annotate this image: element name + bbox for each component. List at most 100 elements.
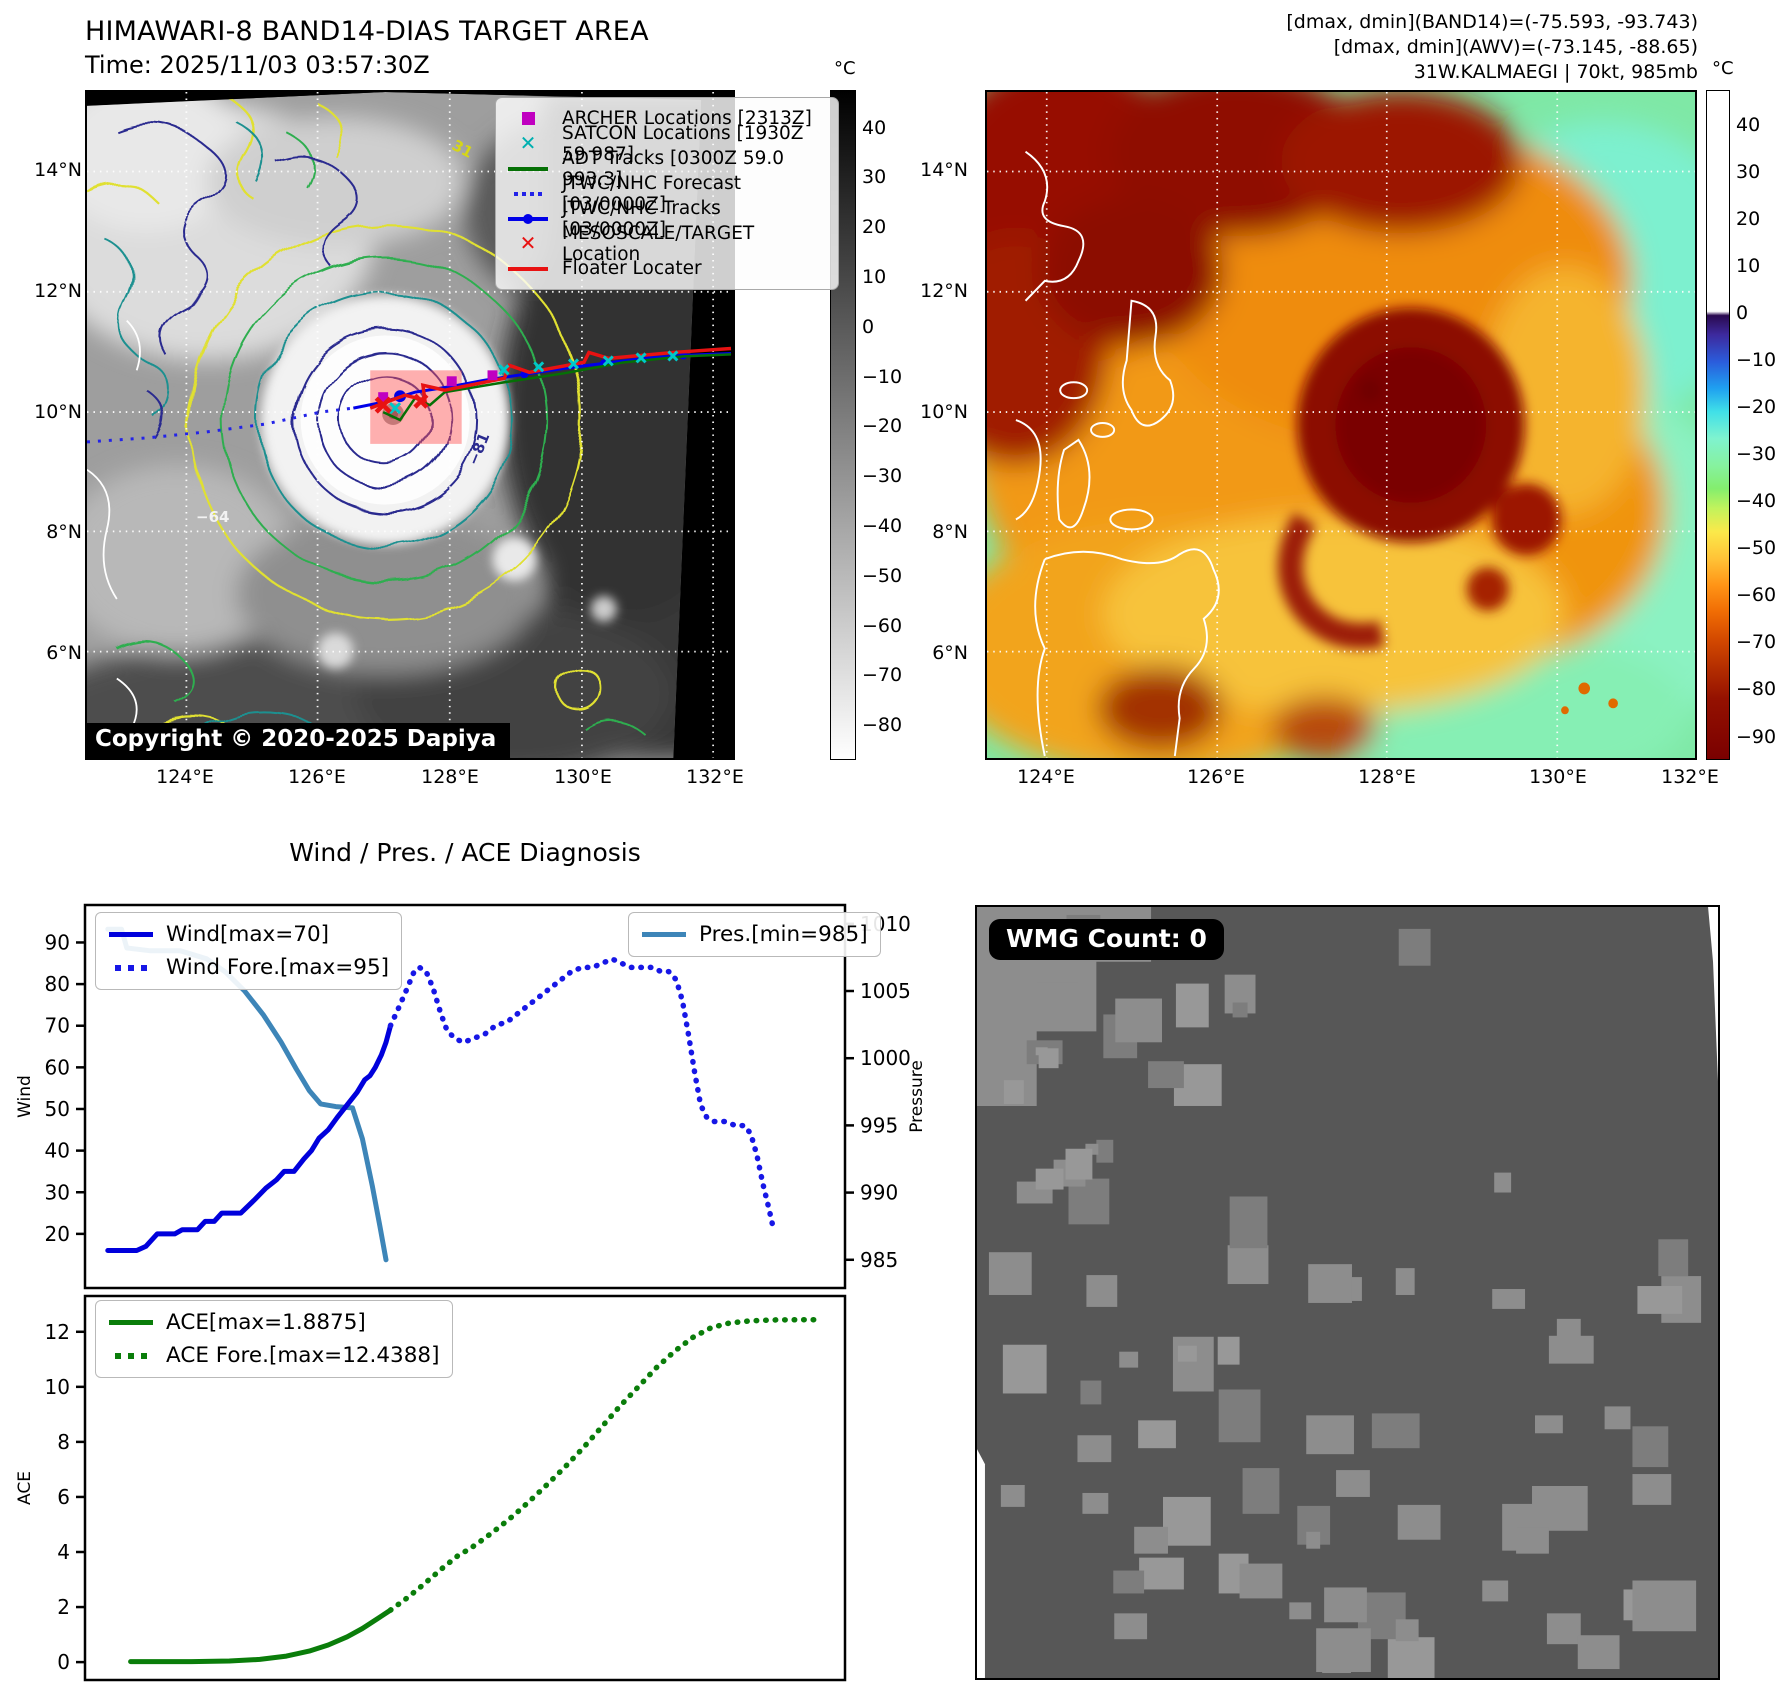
chart-legend-item: Pres.[min=985] — [641, 918, 868, 951]
left-colorbar-unit: °C — [834, 58, 856, 79]
colorbar-tick-label: −70 — [1736, 631, 1777, 654]
wmg-count-badge: WMG Count: 0 — [989, 919, 1224, 960]
archer-markers — [378, 370, 498, 403]
colorbar-tick-label: −20 — [1736, 396, 1777, 419]
adt-track-line — [382, 353, 732, 422]
lat-tick-label: 12°N — [920, 280, 968, 302]
figure-header: HIMAWARI-8 BAND14-DIAS TARGET AREA Time:… — [85, 16, 649, 79]
chart-title: Wind / Pres. / ACE Diagnosis — [289, 838, 641, 867]
lat-tick-label: 8°N — [932, 521, 968, 543]
chart-legend-item: ACE Fore.[max=12.4388] — [108, 1339, 440, 1372]
contour-teal — [106, 120, 514, 730]
ir-warm-field — [924, 57, 1758, 793]
lon-tick-label: 132°E — [1661, 766, 1719, 788]
colorbar-tick-label: 40 — [1736, 113, 1761, 136]
svg-text:1000: 1000 — [860, 1046, 911, 1070]
svg-text:Wind: Wind — [15, 1075, 35, 1118]
series-solid — [128, 1607, 393, 1665]
colorbar-tick-label: 20 — [862, 216, 887, 239]
lon-tick-label: 130°E — [554, 766, 612, 788]
colorbar-tick-label: 0 — [1736, 302, 1749, 325]
lat-tick-label: 14°N — [920, 159, 968, 181]
svg-text:1005: 1005 — [860, 979, 911, 1003]
dotted-line-icon — [108, 964, 154, 971]
legend-item: ARCHER Locations [2313Z] — [506, 106, 828, 131]
legend-item: ✕ MESOSCALE/TARGET Location — [506, 223, 828, 265]
chart-legend-item: ACE[max=1.8875] — [108, 1306, 440, 1339]
solid-line-icon — [108, 1320, 154, 1325]
legend-item: ✕ SATCON Locations [1930Z 59 987] — [506, 123, 828, 165]
lat-tick-label: 12°N — [34, 280, 82, 302]
legend-item: ADT Tracks [0300Z 59.0 993.3] — [506, 148, 828, 190]
colorbar-tick-label: 30 — [1736, 160, 1761, 183]
svg-text:Pressure: Pressure — [907, 1060, 927, 1133]
legend-item-label: Floater Locater — [562, 258, 702, 279]
legend-item-label: ADT Tracks [0300Z 59.0 993.3] — [562, 147, 785, 190]
svg-text:990: 990 — [860, 1181, 898, 1205]
line-dot-marker-icon — [506, 213, 550, 224]
colorbar-tick-label: −60 — [1736, 584, 1777, 607]
colorbar-tick-label: −80 — [862, 714, 903, 737]
lon-tick-label: 128°E — [1358, 766, 1416, 788]
svg-text:12: 12 — [45, 1320, 70, 1344]
lon-tick-label: 132°E — [686, 766, 744, 788]
legend-item-label: MESOSCALE/TARGET Location — [562, 222, 755, 265]
band14-satellite-image — [86, 92, 733, 758]
lat-tick-label: 10°N — [34, 401, 82, 423]
satcon-markers — [389, 350, 679, 415]
series-dotted — [387, 1316, 822, 1613]
chart-legend-label: ACE Fore.[max=12.4388] — [166, 1343, 440, 1368]
lon-tick-label: 126°E — [288, 766, 346, 788]
ace-chart: 0 2 4 6 8 10 12 ACE ACE[max=1.8875] ACE Fore.[ma… — [0, 1290, 960, 1690]
wmg-texture — [977, 907, 1718, 1690]
colorbar-tick-label: 40 — [862, 116, 887, 139]
svg-text:40: 40 — [45, 1139, 70, 1163]
right-colorbar — [1706, 90, 1730, 760]
colorbar-tick-label: −10 — [1736, 349, 1777, 372]
svg-text:50: 50 — [45, 1097, 70, 1121]
colorbar-tick-label: −80 — [1736, 678, 1777, 701]
storm-id: 31W.KALMAEGI | 70kt, 985mb — [1413, 61, 1698, 83]
series-solid — [105, 1023, 393, 1253]
square-marker-icon — [506, 112, 550, 125]
svg-text:6: 6 — [57, 1485, 70, 1509]
legend-item: Floater Locater — [506, 256, 828, 281]
chart-legend-item: Wind[max=70] — [108, 918, 389, 951]
colorbar-tick-label: −30 — [862, 465, 903, 488]
contour-green — [116, 130, 645, 734]
wind-legend: Wind[max=70] Wind Fore.[max=95] — [95, 912, 403, 990]
svg-text:985: 985 — [860, 1248, 898, 1272]
copyright-banner: Copyright © 2020-2025 Dapiya — [85, 723, 511, 758]
lon-tick-label: 126°E — [1187, 766, 1245, 788]
legend-item-label: JTWC/NHC Tracks [03/0000Z] — [562, 197, 721, 240]
colorbar-tick-label: −90 — [1736, 725, 1777, 748]
lat-tick-label: 14°N — [34, 159, 82, 181]
left-colorbar-labels: 40 30 20 10 0 −10 −20 −30 −40 −50 −60 −70 −80 — [862, 90, 922, 760]
colorbar-tick-label: 0 — [862, 315, 875, 338]
timestamp: Time: 2025/11/03 03:57:30Z — [85, 51, 430, 79]
jtwc-forecast-line — [86, 406, 354, 444]
colorbar-tick-label: −70 — [862, 664, 903, 687]
band14-map-panel — [85, 90, 735, 760]
lat-tick-label: 10°N — [920, 401, 968, 423]
storm-tracks — [86, 346, 732, 444]
map-legend: ARCHER Locations [2313Z] ✕ SATCON Location… — [495, 97, 839, 290]
dmax-band14: [dmax, dmin](BAND14)=(-75.593, -93.743) — [1286, 11, 1698, 33]
colorbar-tick-label: −40 — [862, 514, 903, 537]
solid-line-icon — [108, 932, 154, 937]
line-marker-icon — [506, 166, 550, 171]
wmg-panel — [975, 905, 1720, 1690]
pressure-legend: Pres.[min=985] — [628, 912, 881, 957]
legend-item: JTWC/NHC Tracks [03/0000Z] — [506, 198, 828, 240]
svg-text:8: 8 — [57, 1430, 70, 1454]
contour-label-64: −64 — [196, 508, 230, 526]
svg-text:0: 0 — [57, 1650, 70, 1674]
lon-tick-label: 128°E — [421, 766, 479, 788]
svg-text:60: 60 — [45, 1055, 70, 1079]
colorbar-tick-label: 10 — [862, 265, 887, 288]
legend-item-label: SATCON Locations [1930Z 59 987] — [562, 122, 804, 165]
philippines-coastlines — [1015, 150, 1220, 757]
legend-item-label: JTWC/NHC Forecast [03/0000Z] — [562, 172, 742, 215]
lon-tick-label: 130°E — [1529, 766, 1587, 788]
chart-legend-label: Wind Fore.[max=95] — [166, 955, 390, 980]
